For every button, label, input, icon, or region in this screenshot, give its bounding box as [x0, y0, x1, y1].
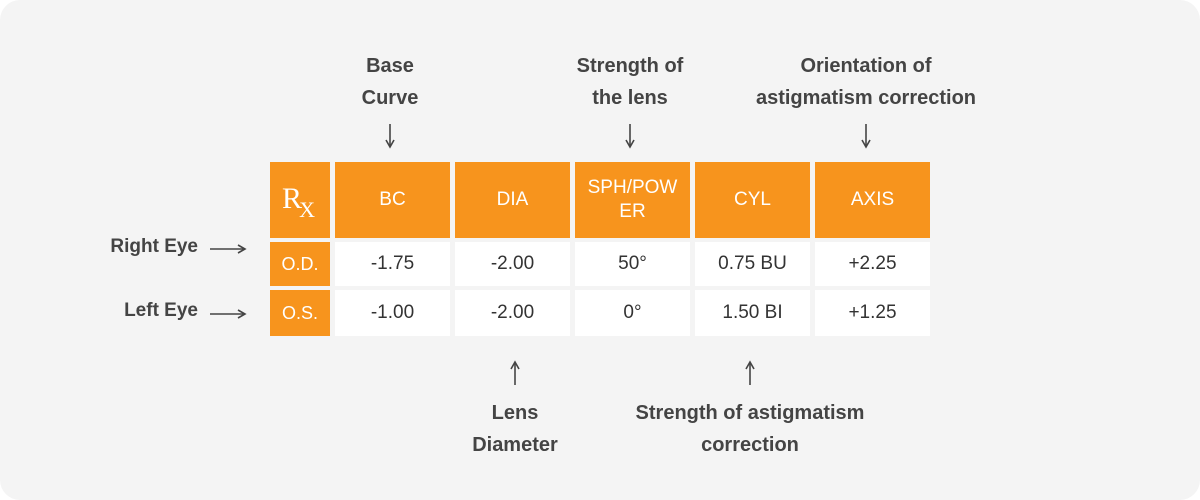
row-label: O.S.: [270, 290, 330, 336]
header-cell: DIA: [455, 162, 570, 238]
eye-label: Right Eye: [110, 236, 198, 257]
table-cell: -2.00: [455, 290, 570, 336]
arrow-head: [237, 309, 247, 319]
annotation: Strength of astigmatism correction: [635, 402, 865, 456]
table-cell: +2.25: [815, 242, 930, 286]
header-cell: AXIS: [815, 162, 930, 238]
rx-cell: RX: [270, 162, 330, 238]
arrow-head: [510, 360, 520, 370]
arrow-head: [625, 139, 635, 149]
table-cell: 0.75 BU: [695, 242, 810, 286]
rx-symbol: RX: [282, 184, 318, 222]
arrow-head: [385, 139, 395, 149]
row-label: O.D.: [270, 242, 330, 286]
table-cell: +1.25: [815, 290, 930, 336]
table-cell: 50°: [575, 242, 690, 286]
arrow-head: [745, 360, 755, 370]
table-cell: -1.75: [335, 242, 450, 286]
arrow-head: [237, 244, 247, 254]
table-cell: 0°: [575, 290, 690, 336]
rx-x: X: [299, 197, 315, 222]
annotation: Base Curve: [361, 55, 419, 109]
header-cell: BC: [335, 162, 450, 238]
table-cell: -1.00: [335, 290, 450, 336]
header-cell: SPH/POWER: [575, 162, 690, 238]
annotation: Lens Diameter: [472, 402, 558, 456]
eye-label: Left Eye: [124, 300, 198, 321]
table-cell: -2.00: [455, 242, 570, 286]
annotation: Orientation of astigmatism correction: [755, 55, 977, 109]
header-cell: CYL: [695, 162, 810, 238]
table-cell: 1.50 BI: [695, 290, 810, 336]
rx-r: R: [282, 182, 303, 215]
arrow-head: [861, 139, 871, 149]
annotation: Strength of the lens: [576, 55, 684, 109]
prescription-table: RX BC DIA SPH/POWER CYL AXIS O.D. -1.75 -2.00 50…: [270, 162, 930, 336]
